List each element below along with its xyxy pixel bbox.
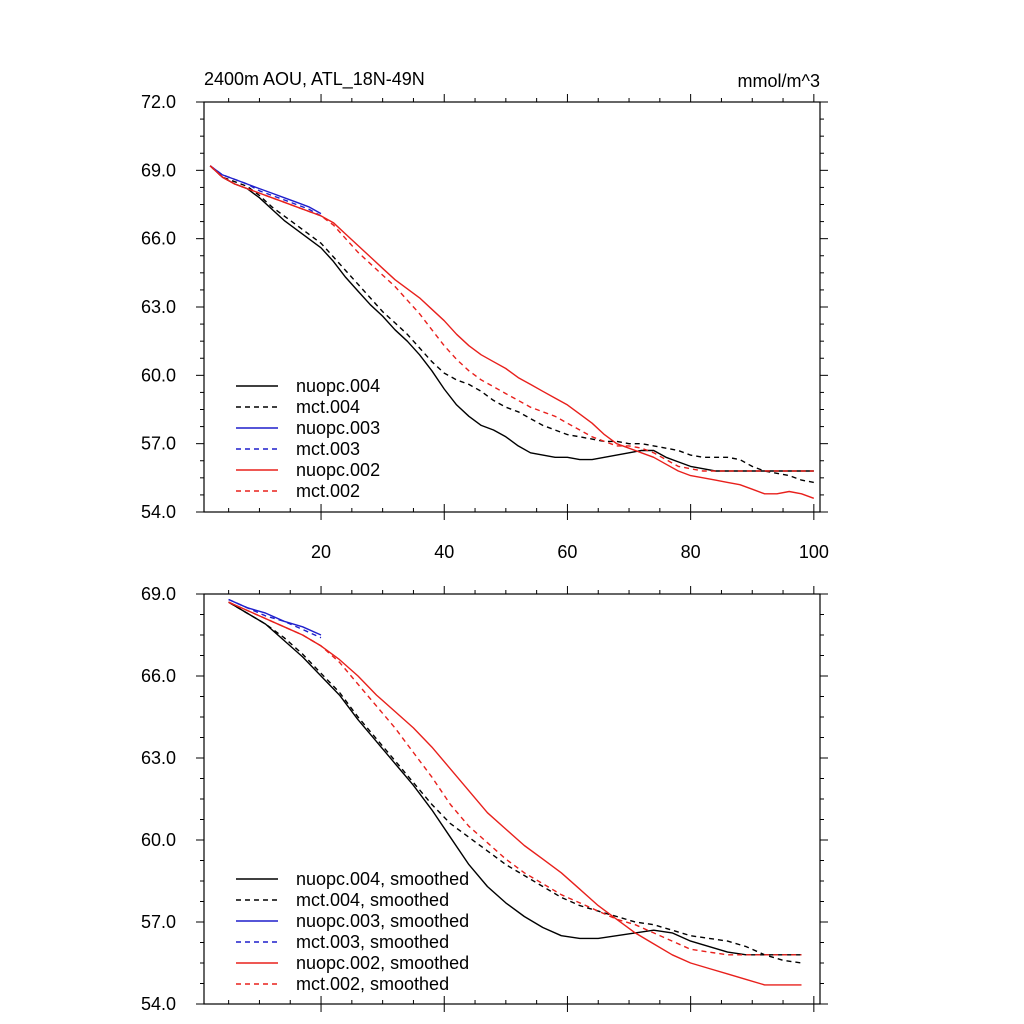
legend-label: nuopc.004 [296,376,380,396]
x-tick-label: 100 [799,542,829,562]
x-tick-label: 40 [434,542,454,562]
legend-label: mct.003 [296,439,360,459]
legend-label: mct.002 [296,481,360,501]
y-tick-label: 66.0 [141,229,176,249]
legend-label: nuopc.004, smoothed [296,869,469,889]
y-tick-label: 63.0 [141,297,176,317]
legend-label: nuopc.003 [296,418,380,438]
units-label: mmol/m^3 [738,71,820,91]
y-tick-label: 60.0 [141,365,176,385]
legend-label: mct.002, smoothed [296,974,449,994]
legend-label: mct.004 [296,397,360,417]
legend-label: nuopc.003, smoothed [296,911,469,931]
y-tick-labels: 54.0 57.0 60.0 63.0 66.0 69.0 72.0 [141,92,176,522]
series-line-nuopc-003-smoothed [228,598,322,636]
series-line-mct-002-smoothed [228,601,802,956]
x-tick-labels: 20 40 60 80 100 [311,542,829,562]
series-line-mct-002 [209,165,814,472]
top-panel: 2400m AOU, ATL_18N-49N mmol/m^3 54.0 57.0… [141,69,829,562]
y-tick-label: 54.0 [141,502,176,522]
legend: nuopc.004mct.004nuopc.003mct.003nuopc.00… [236,376,380,501]
y-tick-label: 60.0 [141,830,176,850]
y-tick-label: 54.0 [141,994,176,1014]
x-tick-label: 20 [311,542,331,562]
x-tick-label: 80 [681,542,701,562]
axis-ticks [196,586,828,1012]
series-lines [209,165,815,499]
y-tick-label: 57.0 [141,912,176,932]
series-line-nuopc-002-smoothed [228,601,802,986]
y-tick-label: 69.0 [141,160,176,180]
legend-label: nuopc.002, smoothed [296,953,469,973]
legend-label: mct.004, smoothed [296,890,449,910]
series-line-mct-003-smoothed [228,598,322,639]
y-tick-label: 72.0 [141,92,176,112]
legend-label: mct.003, smoothed [296,932,449,952]
legend-label: nuopc.002 [296,460,380,480]
series-line-nuopc-003 [209,165,322,215]
x-tick-label: 60 [557,542,577,562]
series-line-mct-004-smoothed [228,601,802,964]
series-line-mct-003 [209,165,322,217]
axis-ticks [196,94,828,520]
y-tick-label: 66.0 [141,666,176,686]
series-line-nuopc-004-smoothed [228,601,802,956]
y-tick-labels: 54.0 57.0 60.0 63.0 66.0 69.0 [141,584,176,1014]
y-tick-label: 69.0 [141,584,176,604]
chart-title: 2400m AOU, ATL_18N-49N [204,69,425,90]
y-tick-label: 57.0 [141,434,176,454]
series-lines [228,598,802,986]
bottom-panel: 54.0 57.0 60.0 63.0 66.0 69.0 nuopc.004, smoo… [141,584,828,1014]
y-tick-label: 63.0 [141,748,176,768]
